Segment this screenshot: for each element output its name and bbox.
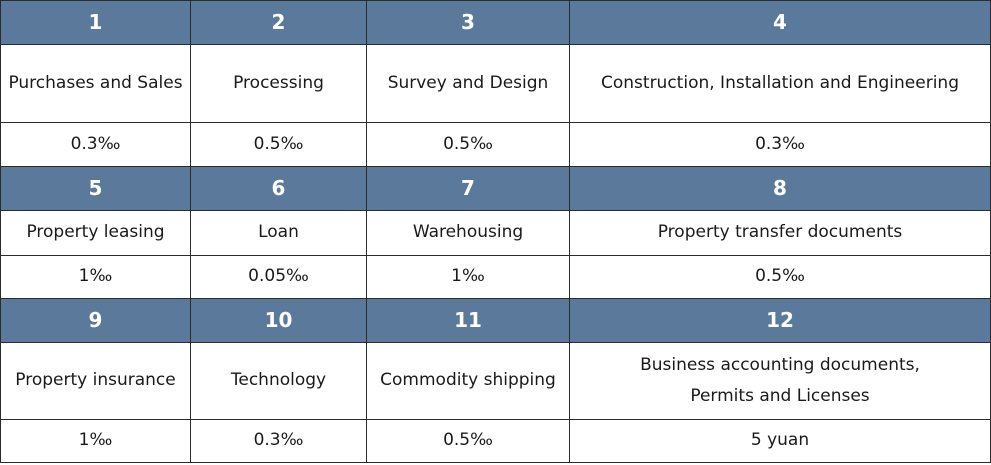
rate-value: 1‰ — [0, 255, 191, 299]
item-number: 1 — [0, 0, 191, 45]
rate-value: 0.3‰ — [569, 122, 991, 167]
rate-value: 1‰ — [366, 255, 570, 299]
category-label: Processing — [190, 44, 367, 123]
rate-value: 0.5‰ — [190, 122, 367, 167]
number-row: 5 6 7 8 — [0, 166, 991, 211]
category-label: Property insurance — [0, 342, 191, 420]
category-row: Property insurance Technology Commodity … — [0, 342, 991, 420]
rate-value: 0.5‰ — [569, 255, 991, 299]
item-number: 6 — [190, 166, 367, 211]
rate-value: 0.05‰ — [190, 255, 367, 299]
rate-value: 0.5‰ — [366, 419, 570, 463]
category-label: Property leasing — [0, 210, 191, 256]
category-label: Property transfer documents — [569, 210, 991, 256]
category-label: Purchases and Sales — [0, 44, 191, 123]
item-number: 7 — [366, 166, 570, 211]
item-number: 9 — [0, 298, 191, 343]
item-number: 10 — [190, 298, 367, 343]
rate-row: 0.3‰ 0.5‰ 0.5‰ 0.3‰ — [0, 122, 991, 167]
rate-value: 0.3‰ — [0, 122, 191, 167]
number-row: 9 10 11 12 — [0, 298, 991, 343]
item-number: 2 — [190, 0, 367, 45]
category-label: Commodity shipping — [366, 342, 570, 420]
item-number: 5 — [0, 166, 191, 211]
category-label: Technology — [190, 342, 367, 420]
rate-row: 1‰ 0.3‰ 0.5‰ 5 yuan — [0, 419, 991, 463]
category-label: Warehousing — [366, 210, 570, 256]
item-number: 12 — [569, 298, 991, 343]
category-label: Business accounting documents, Permits a… — [569, 342, 991, 420]
rate-value: 0.3‰ — [190, 419, 367, 463]
category-label-line: Business accounting documents, — [640, 354, 920, 375]
category-label: Survey and Design — [366, 44, 570, 123]
rate-value: 5 yuan — [569, 419, 991, 463]
rate-value: 1‰ — [0, 419, 191, 463]
category-label: Construction, Installation and Engineeri… — [569, 44, 991, 123]
rate-row: 1‰ 0.05‰ 1‰ 0.5‰ — [0, 255, 991, 299]
category-label-line: Permits and Licenses — [690, 386, 870, 406]
item-number: 3 — [366, 0, 570, 45]
item-number: 4 — [569, 0, 991, 45]
item-number: 11 — [366, 298, 570, 343]
category-row: Property leasing Loan Warehousing Proper… — [0, 210, 991, 256]
rate-value: 0.5‰ — [366, 122, 570, 167]
item-number: 8 — [569, 166, 991, 211]
category-row: Purchases and Sales Processing Survey an… — [0, 44, 991, 123]
number-row: 1 2 3 4 — [0, 0, 991, 45]
category-label: Loan — [190, 210, 367, 256]
